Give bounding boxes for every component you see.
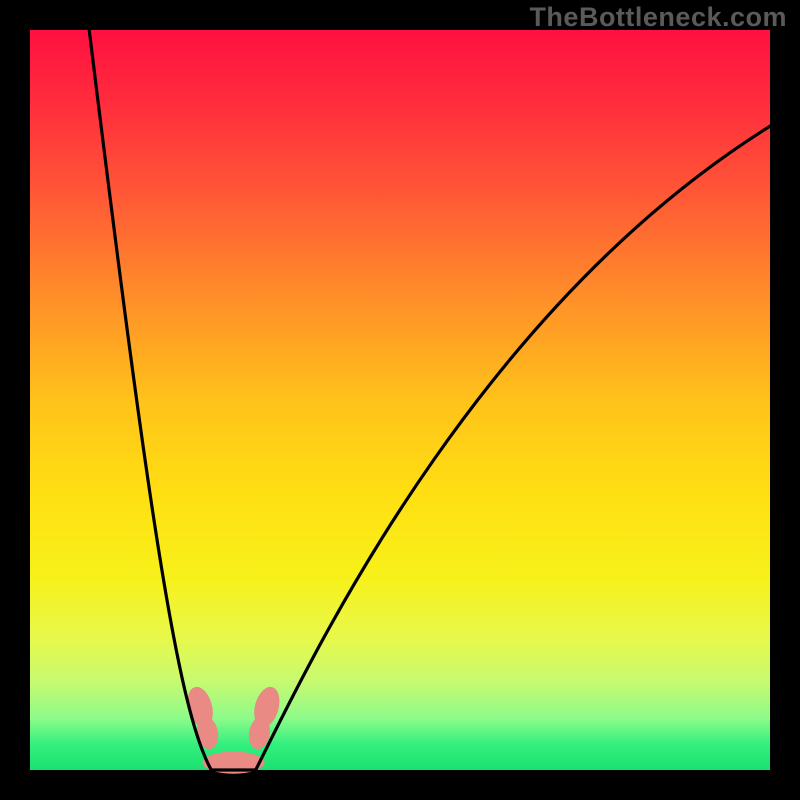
chart-frame: TheBottleneck.com <box>0 0 800 800</box>
watermark-text: TheBottleneck.com <box>529 2 787 33</box>
plot-area <box>30 30 770 770</box>
